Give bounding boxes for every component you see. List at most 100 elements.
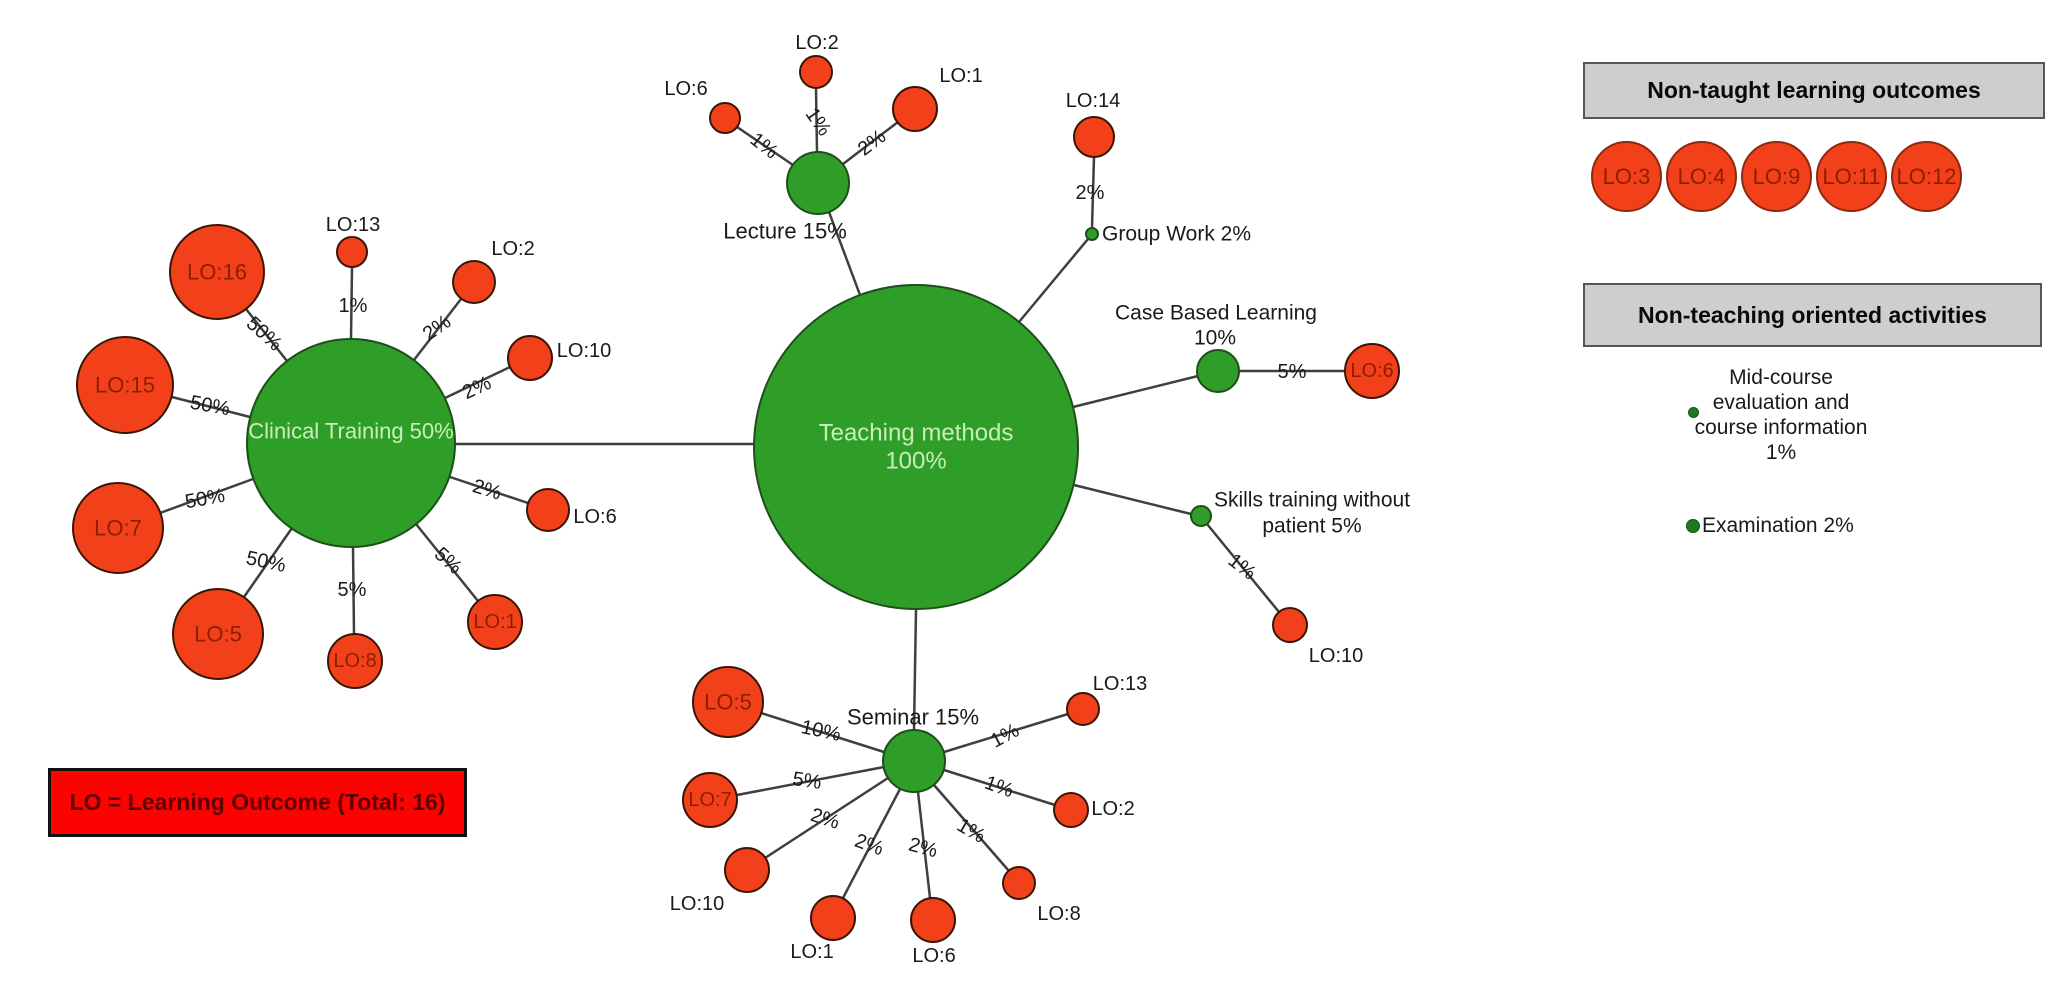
node-group-work [1085,227,1099,241]
graph-edge [943,768,1056,807]
graph-edge [413,298,462,361]
graph-edge [842,121,899,165]
lo-legend-text: LO = Learning Outcome (Total: 16) [69,789,446,815]
lo6-lecture-label: LO:6 [664,78,707,100]
skills-label: Skills training without [1214,489,1410,512]
node-lo13-clinical [336,236,368,268]
lo6-seminar-label: LO:6 [912,945,955,967]
edge-pct: 2% [808,804,842,834]
graph-edge [242,527,294,598]
node-clinical-training [246,338,456,548]
graph-edge [245,308,288,362]
node-lecture [786,151,850,215]
edge-pct: 50% [244,547,288,577]
edge-pct: 1% [982,772,1017,803]
node-lo1-lecture [892,86,938,132]
node-lo2-seminar [1053,792,1089,828]
node-lo10-seminar [724,847,770,893]
lo2-lecture-label: LO:2 [795,32,838,54]
graph-edge [171,395,251,419]
node-lo2-lecture [799,55,833,89]
edge-pct: 2% [470,475,504,505]
non-taught-outcome-lo9: LO:9 [1741,141,1812,212]
skills-pct: patient 5% [1262,515,1361,538]
lo10-seminar-label: LO:10 [670,893,724,915]
graph-edge [827,211,862,296]
node-lo10-clinical [507,335,553,381]
seminar-label: Seminar 15% [847,705,979,730]
node-lo8-clinical [327,633,383,689]
lo5-seminar-label: LO:5 [704,690,752,715]
lo2-clinical-label: LO:2 [491,238,534,260]
node-lo8-seminar [1002,866,1036,900]
graph-edge [444,365,511,400]
lo10-clinical-label: LO:10 [557,340,611,362]
edge-pct: 1% [987,719,1023,752]
node-seminar [882,729,946,793]
edge-pct: 1% [801,104,836,140]
non-taught-outcomes-title: Non-taught learning outcomes [1647,77,1981,103]
lo6-cbl-label: LO:6 [1350,360,1393,382]
node-lo6-seminar [910,897,956,943]
teaching-methods-pct: 100% [885,448,946,475]
node-lo5-seminar [692,666,764,738]
node-teaching-methods [753,284,1079,610]
edge-pct: 50% [188,392,231,421]
group-work-label: Group Work 2% [1102,223,1251,246]
graph-edge [1072,374,1199,409]
graph-edge [736,765,885,797]
graph-edge [1018,238,1089,323]
graph-edge [159,477,254,515]
node-lo1-clinical [467,594,523,650]
lo13-seminar-label: LO:13 [1093,673,1147,695]
edge-pct: 2% [906,834,940,863]
lo7-clinical-label: LO:7 [94,516,142,541]
graph-edge [449,475,529,505]
node-lo15-clinical [76,336,174,434]
teaching-methods-label: Teaching methods [819,420,1014,447]
non-taught-outcome-lo4: LO:4 [1666,141,1737,212]
non-taught-outcome-lo11: LO:11 [1816,141,1887,212]
non-taught-outcome-lo3: LO:3 [1591,141,1662,212]
graph-edge [1090,156,1096,229]
node-lo6-clinical [526,488,570,532]
node-case-based-learning [1196,349,1240,393]
non-teaching-activities-title: Non-teaching oriented activities [1638,301,1987,328]
node-lo1-seminar [810,895,856,941]
node-skills-training [1190,505,1212,527]
graph-edge [814,87,819,153]
edge-pct: 5% [791,768,823,794]
graph-edge [1073,483,1192,516]
node-lo5-clinical [172,588,264,680]
clinical-training-label: Clinical Training 50% [248,419,453,444]
non-teaching-activities-header: Non-teaching oriented activities [1583,283,2042,347]
lo2-seminar-label: LO:2 [1091,798,1134,820]
graph-edge [912,608,918,731]
node-lo7-seminar [682,772,738,828]
edge-pct: 50% [183,485,226,514]
edge-pct: 1% [1224,549,1260,584]
examination-label: Examination 2% [1702,514,1854,537]
examination-item: Examination 2% [1686,514,1854,538]
graph-edge [943,712,1069,754]
edge-pct: 1% [339,295,368,317]
lo5-clinical-label: LO:5 [194,622,242,647]
lo14-label: LO:14 [1066,90,1120,112]
graph-edge [415,523,479,602]
node-lo2-clinical [452,260,496,304]
cbl-label: Case Based Learning [1115,302,1317,325]
node-lo6-cbl [1344,343,1400,399]
edge-pct: 2% [1076,182,1105,204]
node-lo10-skills [1272,607,1308,643]
graph-edge [736,125,794,167]
lo7-seminar-label: LO:7 [688,789,731,811]
cbl-pct: 10% [1194,327,1236,350]
node-lo16-clinical [169,224,265,320]
lo-legend-box: LO = Learning Outcome (Total: 16) [48,768,467,837]
mid-course-dot-icon [1688,407,1699,418]
edge-pct: 50% [242,312,287,355]
lo10-skills-label: LO:10 [1309,645,1363,667]
edge-pct: 2% [852,830,887,861]
